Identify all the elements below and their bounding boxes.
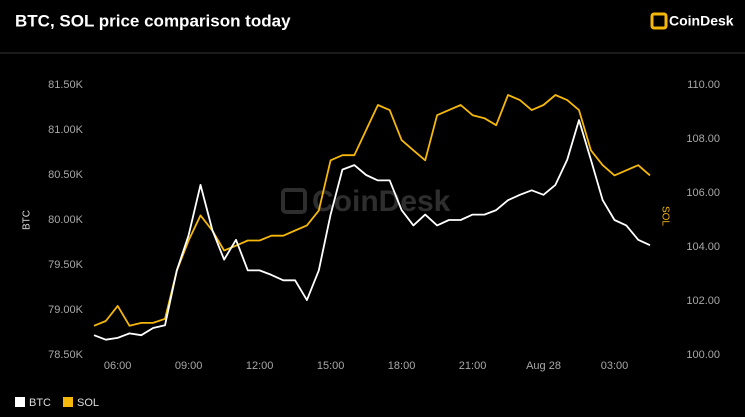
y-tick-label: 79.50K: [48, 259, 84, 271]
series-line: [93, 119, 651, 341]
legend-label: SOL: [77, 397, 99, 409]
chart-title: BTC, SOL price comparison today: [15, 11, 291, 30]
y-axis-title: BTC: [22, 210, 33, 230]
logo-icon: [650, 12, 668, 30]
x-tick-label: 12:00: [246, 360, 274, 372]
x-tick-label: 18:00: [388, 360, 416, 372]
watermark: CoinDesk: [281, 185, 451, 218]
y-tick-label: 78.50K: [48, 349, 84, 361]
y-tick-label: 80.00K: [48, 214, 84, 226]
x-tick-label: 06:00: [104, 360, 132, 372]
legend-swatch: [63, 397, 73, 407]
x-tick-label: 15:00: [317, 360, 345, 372]
y-tick-label: 81.50K: [48, 79, 84, 91]
y2-axis-title: SOL: [659, 206, 670, 226]
watermark-text: CoinDesk: [312, 185, 451, 218]
legend-swatch: [15, 397, 25, 407]
y2-tick-label: 104.00: [686, 241, 720, 253]
brand-name: CoinDesk: [669, 13, 734, 29]
legend-label: BTC: [29, 397, 51, 409]
y2-tick-label: 108.00: [686, 133, 720, 145]
y2-tick-label: 106.00: [686, 187, 720, 199]
y-tick-label: 81.00K: [48, 124, 84, 136]
y-tick-label: 80.50K: [48, 169, 84, 181]
y-tick-label: 79.00K: [48, 304, 84, 316]
series-line: [93, 94, 651, 327]
y2-tick-label: 110.00: [687, 79, 720, 91]
x-tick-label: 21:00: [459, 360, 487, 372]
y2-tick-label: 102.00: [686, 295, 720, 307]
y2-tick-label: 100.00: [686, 349, 720, 361]
x-tick-label: 03:00: [601, 360, 629, 372]
x-tick-label: Aug 28: [526, 360, 561, 372]
x-tick-label: 09:00: [175, 360, 203, 372]
brand-logo: CoinDesk: [650, 12, 734, 30]
watermark-icon: [281, 188, 307, 214]
